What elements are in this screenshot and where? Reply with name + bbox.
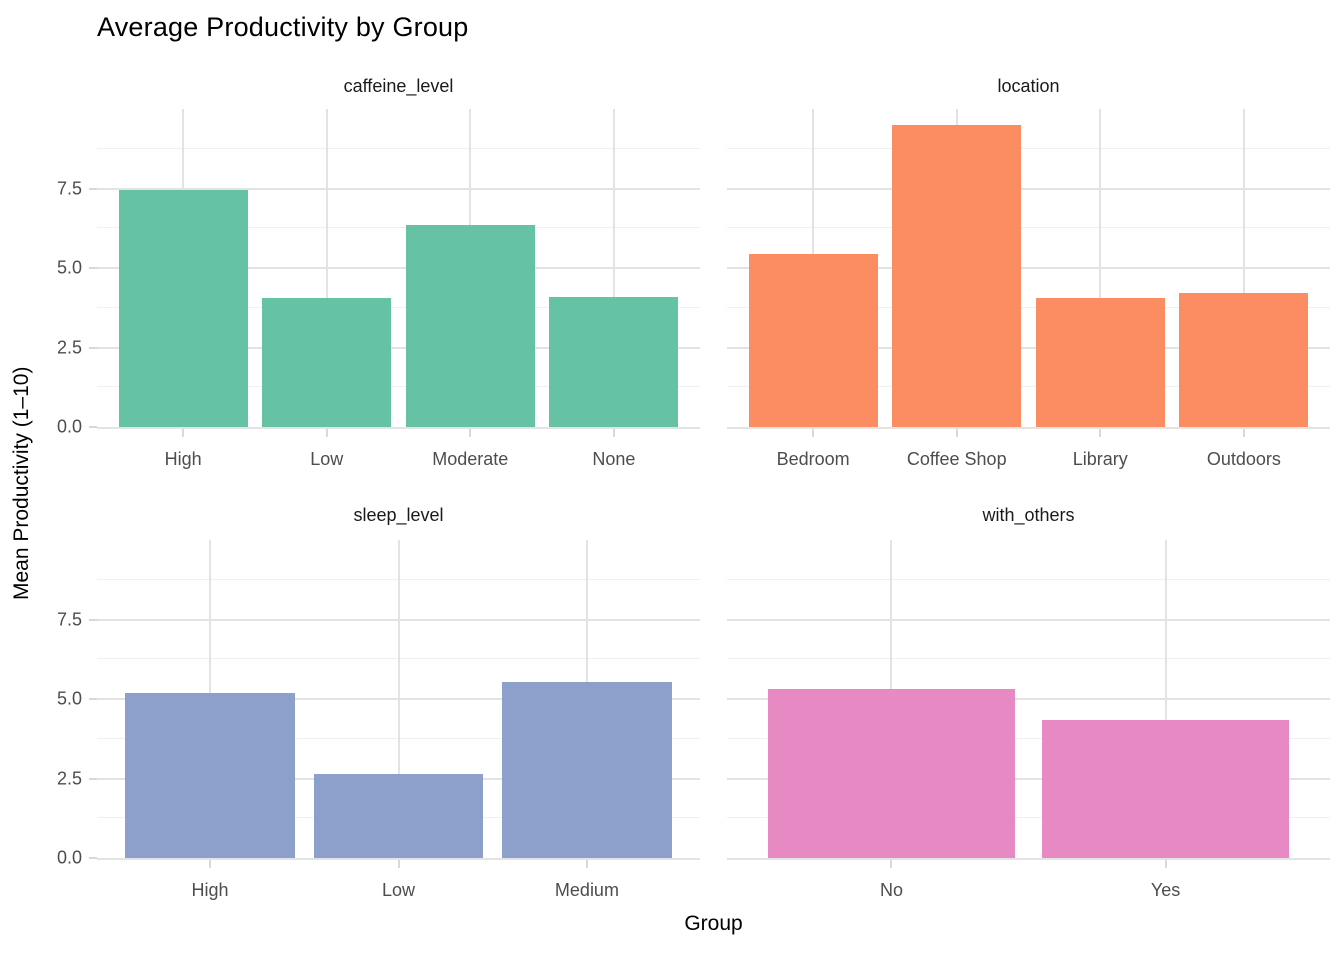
- bar-none: [549, 296, 679, 427]
- y-tick-label: 5.0: [56, 257, 82, 278]
- x-axis-tick: [1242, 429, 1245, 437]
- gridline-minor: [727, 737, 1330, 739]
- x-axis-tick: [209, 860, 212, 868]
- x-tick-label: Outdoors: [1206, 449, 1281, 469]
- x-axis-tick: [955, 429, 958, 437]
- x-tick-label: High: [164, 449, 202, 469]
- gridline-minor: [97, 386, 700, 388]
- y-tick-label: 7.5: [56, 609, 82, 629]
- facet-panel-with-others: [727, 540, 1330, 868]
- gridline-major: [97, 187, 700, 190]
- bar-high: [118, 190, 248, 427]
- gridline-major: [727, 777, 1330, 780]
- bar-bedroom: [748, 253, 878, 427]
- x-axis-tick: [1099, 429, 1102, 437]
- y-axis-tick: [89, 267, 97, 269]
- gridline-major: [727, 698, 1330, 700]
- y-tick-label: 7.5: [56, 178, 82, 198]
- gridline-minor: [727, 147, 1330, 149]
- gridline-minor: [727, 227, 1330, 229]
- facet-strip-sleep-level: sleep_level: [353, 505, 444, 525]
- x-tick-label: Medium: [554, 880, 619, 900]
- gridline-minor: [727, 578, 1330, 580]
- bar-library: [1035, 298, 1165, 427]
- gridline-vertical: [1099, 109, 1102, 427]
- x-axis-tick: [812, 429, 815, 437]
- x-tick-label: Low: [310, 449, 344, 469]
- y-tick-label: 5.0: [56, 688, 82, 709]
- y-tick-label: 2.5: [56, 337, 82, 357]
- x-tick-label: Moderate: [432, 449, 509, 469]
- y-axis-tick: [89, 618, 97, 621]
- bar-outdoors: [1179, 293, 1309, 427]
- x-labels-location: Bedroom Coffee Shop Library Outdoors: [727, 449, 1330, 475]
- gridline-vertical: [1164, 540, 1167, 858]
- y-tick-label: 0.0: [56, 416, 82, 437]
- y-axis-tick: [89, 777, 97, 780]
- x-tick-label: Yes: [1150, 880, 1181, 900]
- gridline-minor: [97, 227, 700, 229]
- bar-no: [768, 689, 1015, 858]
- gridline-minor: [727, 386, 1330, 388]
- x-axis-title: Group: [684, 912, 743, 935]
- x-axis-tick: [397, 860, 400, 868]
- gridline-minor: [727, 658, 1330, 660]
- y-tick-label: 2.5: [56, 768, 82, 788]
- x-tick-label: No: [879, 880, 903, 900]
- gridline-vertical: [1242, 109, 1245, 427]
- bar-medium: [502, 681, 672, 858]
- facet-panel-sleep-level: [97, 540, 700, 868]
- x-axis-tick: [469, 429, 472, 437]
- gridline-major: [97, 267, 700, 269]
- y-axis-row-2: 0.0 2.5 5.0 7.5: [34, 540, 97, 868]
- gridline-vertical: [397, 540, 400, 858]
- gridline-major: [727, 267, 1330, 269]
- facet-panel-location: [727, 109, 1330, 437]
- x-axis-tick: [612, 429, 615, 437]
- y-tick-label: 0.0: [56, 847, 82, 868]
- x-tick-label: Bedroom: [776, 449, 850, 469]
- x-axis-tick: [1164, 860, 1167, 868]
- facet-strip-with-others: with_others: [982, 505, 1075, 525]
- x-tick-label: None: [592, 449, 636, 469]
- facet-strip-location: location: [997, 76, 1060, 96]
- x-labels-sleep-level: High Low Medium: [97, 880, 700, 906]
- gridline-minor: [97, 147, 700, 149]
- bar-low: [262, 298, 392, 427]
- facet-panel-caffeine-level: [97, 109, 700, 437]
- y-axis-tick: [89, 426, 97, 428]
- y-axis-row-1: 0.0 2.5 5.0 7.5: [34, 109, 97, 437]
- x-axis-tick: [890, 860, 893, 868]
- gridline-vertical: [325, 109, 328, 427]
- gridline-minor: [97, 306, 700, 308]
- gridline-minor: [727, 817, 1330, 819]
- bar-moderate: [405, 225, 535, 427]
- gridline-vertical: [612, 109, 615, 427]
- y-axis-tick: [89, 187, 97, 190]
- x-axis-tick: [325, 429, 328, 437]
- x-tick-label: Low: [381, 880, 416, 900]
- x-tick-label: Library: [1072, 449, 1128, 469]
- bar-coffee-shop: [892, 124, 1022, 427]
- gridline-major: [727, 187, 1330, 190]
- y-axis-tick: [89, 698, 97, 700]
- bar-yes: [1042, 719, 1289, 858]
- gridline-major: [97, 346, 700, 349]
- gridline-major: [727, 618, 1330, 621]
- y-axis-tick: [89, 346, 97, 349]
- facet-strip-caffeine-level: caffeine_level: [343, 76, 454, 96]
- x-axis-tick: [585, 860, 588, 868]
- y-axis-tick: [89, 857, 97, 859]
- chart-title: Average Productivity by Group: [97, 12, 469, 42]
- bar-high: [125, 692, 295, 858]
- x-axis-tick: [182, 429, 185, 437]
- x-tick-label: Coffee Shop: [906, 449, 1007, 469]
- gridline-minor: [727, 306, 1330, 308]
- gridline-major: [727, 346, 1330, 349]
- bar-low: [313, 773, 484, 858]
- x-labels-caffeine-level: High Low Moderate None: [97, 449, 700, 475]
- x-tick-label: High: [191, 880, 229, 900]
- x-labels-with-others: No Yes: [727, 880, 1330, 906]
